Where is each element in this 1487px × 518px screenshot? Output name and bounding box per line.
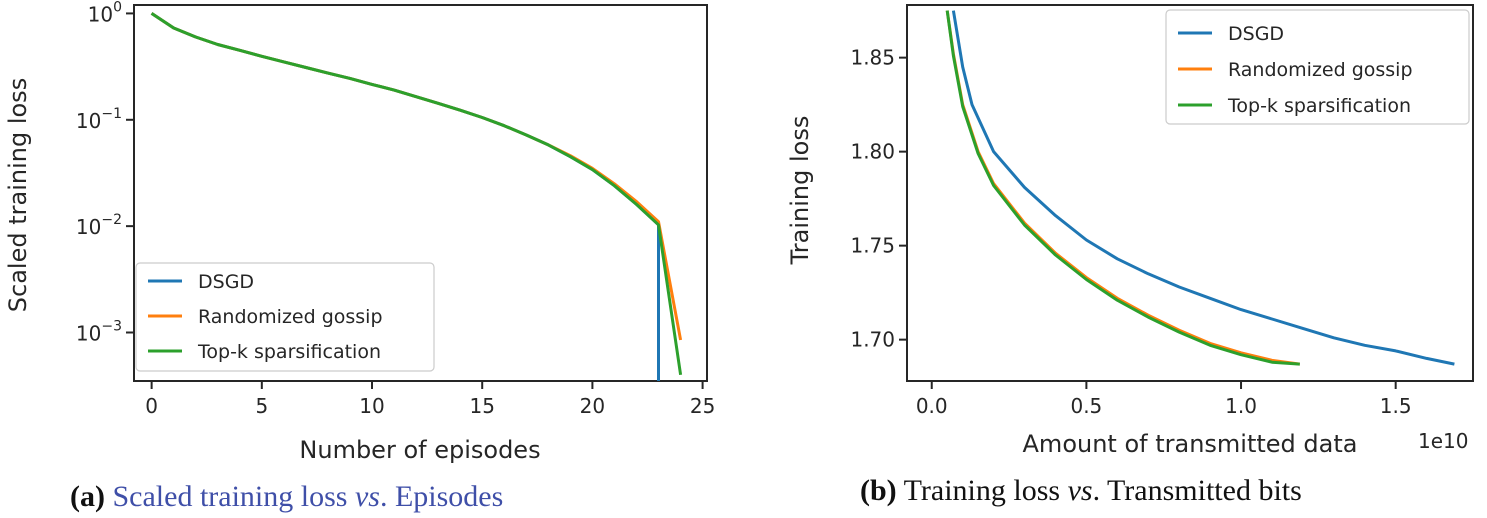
a-xtick-label: 20 — [580, 394, 605, 418]
ytick-exponent: 0 — [113, 0, 122, 15]
a-xtick-label: 10 — [359, 394, 384, 418]
a-ytick-label: 100 — [88, 0, 122, 26]
a-ytick-label: 10−2 — [76, 212, 122, 239]
a-ytick-label: 10−1 — [76, 106, 122, 133]
caption-b-label: (b) — [860, 474, 897, 507]
b-ytick-label: 1.75 — [850, 234, 895, 258]
panel-a-frame — [133, 4, 708, 382]
panel-b-training-loss: 1.70 1.75 1.80 1.85 0.0 0.5 1.0 1.5 Amount of … — [786, 4, 1474, 458]
caption-a-text: Scaled training loss — [112, 480, 354, 513]
b-legend-label-1: Randomized gossip — [1228, 59, 1413, 81]
a-series-line-2 — [150, 12, 683, 376]
a-ytick-label: 10−3 — [76, 319, 122, 346]
panel-a-x-axis-label: Number of episodes — [299, 436, 540, 464]
caption-a-label: (a) — [70, 480, 105, 513]
panel-b-x-offset-label: 1e10 — [1418, 429, 1468, 453]
panel-a-x-ticks: 0 5 10 15 20 25 — [145, 381, 715, 418]
ytick-base: 10 — [76, 109, 101, 133]
b-series-line-0 — [951, 10, 1455, 366]
b-ytick-label: 1.85 — [850, 46, 895, 70]
ytick-base: 10 — [88, 2, 113, 26]
caption-a: (a) Scaled training loss vs. Episodes — [70, 480, 503, 513]
b-xtick-label: 1.0 — [1225, 394, 1257, 418]
b-legend-label-2: Top-k sparsification — [1227, 95, 1411, 117]
caption-a-tail: . Episodes — [380, 480, 503, 513]
caption-a-vs: vs — [355, 480, 380, 513]
a-xtick-label: 0 — [145, 394, 158, 418]
b-ytick-label: 1.70 — [850, 328, 895, 352]
caption-b-vs: vs — [1068, 474, 1093, 507]
b-xtick-label: 0.0 — [916, 394, 948, 418]
panel-b-x-ticks: 0.0 0.5 1.0 1.5 — [916, 381, 1412, 418]
ytick-base: 10 — [76, 215, 101, 239]
panel-b-y-ticks: 1.70 1.75 1.80 1.85 — [850, 46, 907, 352]
b-legend-label-0: DSGD — [1228, 23, 1284, 45]
caption-b-tail: . Transmitted bits — [1093, 474, 1302, 507]
panel-b-x-axis-label: Amount of transmitted data — [1023, 430, 1358, 458]
ytick-exponent: −1 — [101, 106, 122, 122]
panel-a-y-axis-label: Scaled training loss — [4, 78, 32, 312]
panel-b-legend-frame — [1165, 9, 1470, 125]
a-legend-label-0: DSGD — [198, 271, 254, 293]
panel-b-y-axis-label: Training loss — [786, 116, 814, 266]
caption-b: (b) Training loss vs. Transmitted bits — [860, 474, 1302, 507]
panel-b-frame — [906, 4, 1474, 382]
b-xtick-label: 1.5 — [1380, 394, 1412, 418]
ytick-exponent: −2 — [101, 212, 122, 228]
b-xtick-label: 0.5 — [1070, 394, 1102, 418]
a-xtick-label: 25 — [690, 394, 715, 418]
a-xtick-label: 5 — [255, 394, 268, 418]
a-legend-label-2: Top-k sparsification — [197, 341, 381, 363]
panel-a-legend: DSGD Randomized gossip Top-k sparsificatio… — [135, 262, 435, 372]
panel-b-legend: DSGD Randomized gossip Top-k sparsificatio… — [1165, 9, 1470, 125]
ytick-base: 10 — [76, 322, 101, 346]
panel-a-legend-frame — [135, 262, 435, 372]
caption-b-text: Training loss — [904, 474, 1068, 507]
panel-a-series-lines — [150, 12, 683, 381]
ytick-exponent: −3 — [101, 319, 122, 335]
b-series-line-2 — [945, 10, 1300, 366]
a-legend-label-1: Randomized gossip — [198, 306, 383, 328]
b-ytick-label: 1.80 — [850, 140, 895, 164]
a-xtick-label: 15 — [469, 394, 494, 418]
panel-b-series-lines — [945, 10, 1455, 366]
